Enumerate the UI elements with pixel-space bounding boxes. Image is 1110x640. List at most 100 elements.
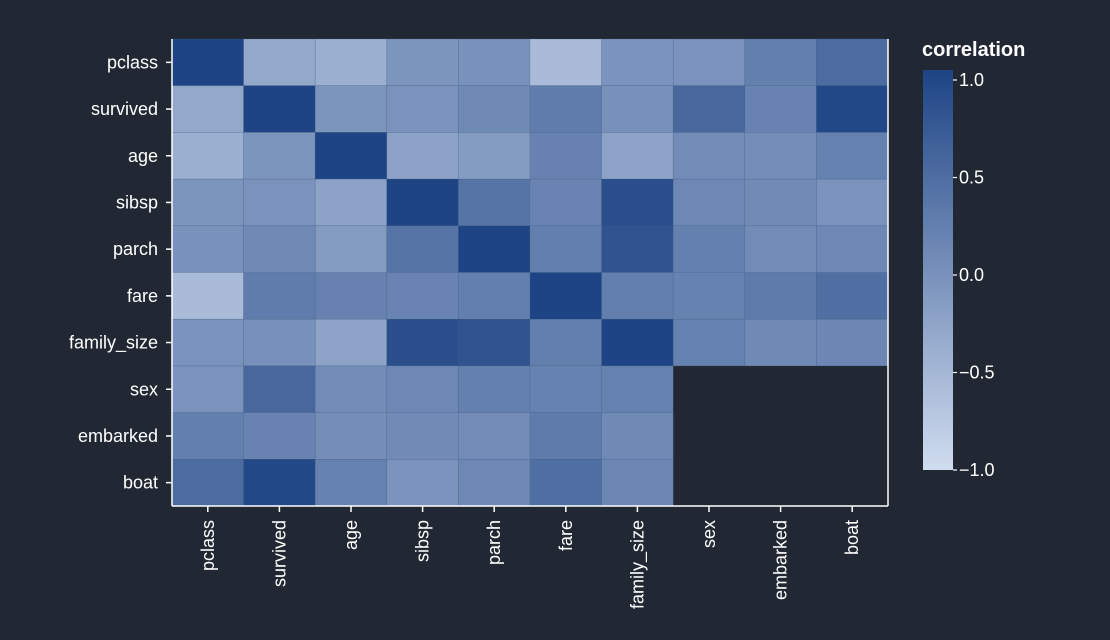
heatmap-cell-boat-fare — [529, 458, 602, 507]
x-tick-label: survived — [269, 520, 289, 587]
heatmap-cell-age-family_size — [601, 132, 674, 180]
heatmap-cell-fare-age — [314, 272, 388, 320]
heatmap-cell-family_size-embarked — [744, 318, 817, 367]
heatmap-cell-sibsp-sex — [672, 178, 746, 227]
legend-tick-label: 0.0 — [959, 265, 984, 285]
heatmap-cell-pclass-parch — [458, 38, 531, 87]
x-tick-label: age — [341, 520, 361, 550]
x-tick-label: embarked — [771, 520, 791, 600]
heatmap-cell-fare-parch — [458, 272, 531, 320]
heatmap-cell-parch-fare — [529, 225, 602, 273]
heatmap-cell-pclass-boat — [816, 38, 889, 87]
heatmap-cell-fare-sibsp — [386, 272, 459, 320]
heatmap-cell-sibsp-family_size — [601, 178, 674, 227]
heatmap-cell-sibsp-embarked — [744, 178, 817, 227]
heatmap-cell-boat-family_size — [601, 458, 674, 507]
legend-title: correlation — [922, 39, 1025, 61]
heatmap-cell-pclass-age — [314, 38, 388, 87]
heatmap-cell-sex-pclass — [171, 365, 244, 413]
y-tick-label: parch — [113, 239, 158, 259]
heatmap-cell-parch-pclass — [171, 225, 244, 273]
heatmap-cell-family_size-survived — [243, 318, 316, 367]
heatmap-cell-embarked-age — [314, 412, 388, 460]
heatmap-cell-sibsp-boat — [816, 178, 889, 227]
heatmap-cell-survived-sibsp — [386, 85, 459, 133]
heatmap-cell-embarked-survived — [243, 412, 316, 460]
heatmap-cell-fare-sex — [672, 272, 746, 320]
heatmap-cell-pclass-survived — [243, 38, 316, 87]
y-tick-label: sibsp — [116, 192, 158, 212]
heatmap-cell-boat-age — [314, 458, 388, 507]
heatmap-cell-sex-age — [314, 365, 388, 413]
x-tick-label: parch — [484, 520, 504, 565]
heatmap-cell-family_size-boat — [816, 318, 889, 367]
heatmap-cell-pclass-embarked — [744, 38, 817, 87]
heatmap-cell-sex-family_size — [601, 365, 674, 413]
y-tick-label: boat — [123, 473, 158, 493]
y-tick-label: fare — [127, 286, 158, 306]
heatmap-cell-age-sibsp — [386, 132, 459, 180]
heatmap-cell-pclass-fare — [529, 38, 602, 87]
legend-tick-label: 0.5 — [959, 168, 984, 188]
heatmap-cell-sex-parch — [458, 365, 531, 413]
x-tick-label: family_size — [627, 520, 648, 609]
legend-ticks: 1.0 0.5 0.0 −0.5 −1.0 — [953, 70, 995, 480]
legend: correlation 1.0 0.5 0.0 −0.5 −1.0 — [922, 39, 1025, 480]
heatmap-cell-fare-family_size — [601, 272, 674, 320]
heatmap-cell-parch-family_size — [601, 225, 674, 273]
y-tick-label: embarked — [78, 426, 158, 446]
heatmap-cell-age-boat — [816, 132, 889, 180]
heatmap-cell-survived-embarked — [744, 85, 817, 133]
heatmap-cell-boat-survived — [243, 458, 316, 507]
heatmap-cell-age-parch — [458, 132, 531, 180]
heatmap-cell-parch-sibsp — [386, 225, 459, 273]
legend-tick-label: −0.5 — [959, 363, 995, 383]
x-tick-label: fare — [556, 520, 576, 551]
heatmap-cell-parch-sex — [672, 225, 746, 273]
heatmap-cell-fare-fare — [529, 272, 602, 320]
y-axis: pclass survived age sibsp parch fare family_si… — [69, 39, 173, 506]
heatmap-cell-age-embarked — [744, 132, 817, 180]
x-axis: pclass survived age sibsp parch fare family_si… — [172, 39, 889, 609]
heatmap-cell-parch-age — [314, 225, 388, 273]
heatmap-cell-parch-parch — [458, 225, 531, 273]
heatmap-cell-sibsp-sibsp — [386, 178, 459, 227]
heatmap-cell-family_size-age — [314, 318, 388, 367]
heatmap-cell-pclass-pclass — [171, 38, 244, 87]
heatmap-cell-sex-survived — [243, 365, 316, 413]
heatmap-cell-survived-sex — [672, 85, 746, 133]
heatmap-cell-survived-boat — [816, 85, 889, 133]
heatmap-cell-survived-survived — [243, 85, 316, 133]
heatmap-cell-family_size-family_size — [601, 318, 674, 367]
x-tick-label: sibsp — [413, 520, 433, 562]
heatmap-cell-family_size-sibsp — [386, 318, 459, 367]
heatmap-cell-pclass-sibsp — [386, 38, 459, 87]
y-tick-label: family_size — [69, 333, 158, 354]
y-tick-label: pclass — [107, 52, 158, 72]
heatmap-cell-survived-fare — [529, 85, 602, 133]
heatmap-cell-age-sex — [672, 132, 746, 180]
heatmap-cell-embarked-parch — [458, 412, 531, 460]
y-tick-label: sex — [130, 379, 158, 399]
heatmap-cell-fare-survived — [243, 272, 316, 320]
heatmap-cell-fare-boat — [816, 272, 889, 320]
heatmap-cell-survived-pclass — [171, 85, 244, 133]
heatmap-cell-boat-parch — [458, 458, 531, 507]
heatmap-cell-pclass-family_size — [601, 38, 674, 87]
heatmap-cell-fare-embarked — [744, 272, 817, 320]
heatmap-cell-family_size-fare — [529, 318, 602, 367]
heatmap-cell-age-pclass — [171, 132, 244, 180]
heatmap-cell-parch-embarked — [744, 225, 817, 273]
heatmap-cell-age-age — [314, 132, 388, 180]
heatmap-cell-fare-pclass — [171, 272, 244, 320]
heatmap-cell-sibsp-pclass — [171, 178, 244, 227]
heatmap-cell-boat-sibsp — [386, 458, 459, 507]
heatmap-cell-family_size-pclass — [171, 318, 244, 367]
heatmap-cell-survived-age — [314, 85, 388, 133]
heatmap-cell-survived-family_size — [601, 85, 674, 133]
heatmap-cell-embarked-family_size — [601, 412, 674, 460]
heatmap-cell-age-fare — [529, 132, 602, 180]
heatmap-cell-embarked-fare — [529, 412, 602, 460]
heatmap-cell-sibsp-parch — [458, 178, 531, 227]
